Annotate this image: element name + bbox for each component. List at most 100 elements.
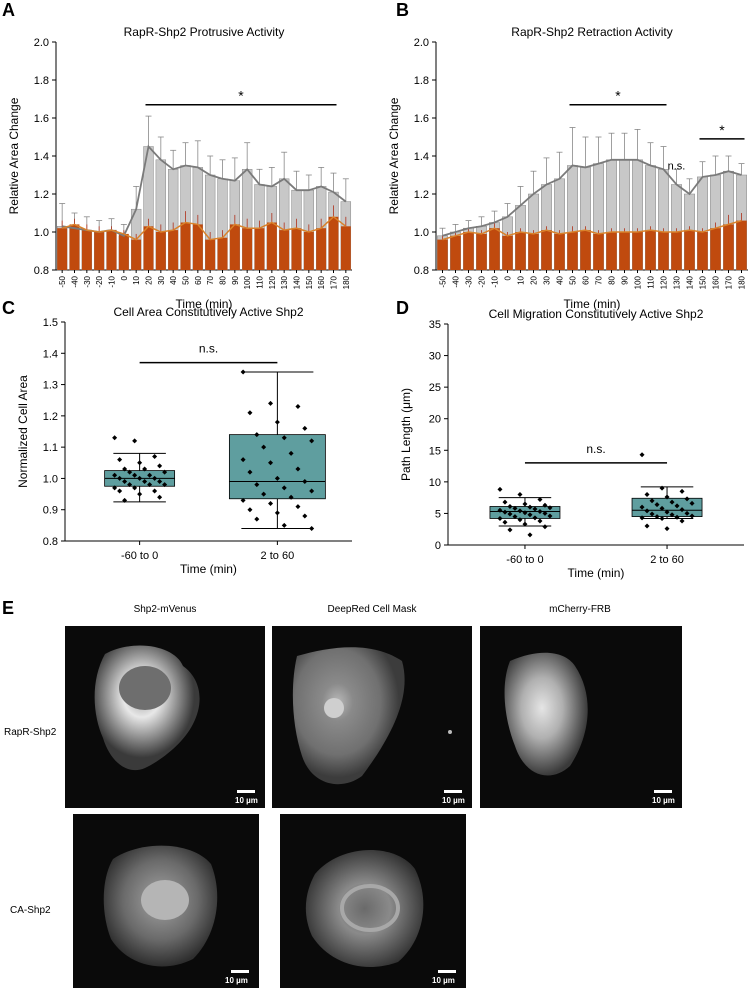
data-point-c (302, 425, 308, 431)
data-point-c (157, 463, 163, 469)
x-tick-label-b: 140 (686, 275, 695, 289)
x-tick-label-b: 150 (699, 275, 708, 289)
x-tick-label-a: 160 (317, 275, 326, 289)
y-tick-label-b: 1.0 (414, 227, 429, 239)
data-point-c (147, 472, 153, 478)
x-tick-label-a: -20 (95, 275, 104, 287)
x-tick-label-a: 0 (120, 275, 129, 280)
y-tick-label-c: 1.4 (43, 348, 58, 360)
bar-orange-b (645, 230, 656, 270)
bar-orange-b (489, 228, 500, 270)
data-point-d (674, 514, 680, 520)
trend-line-gray-a (62, 144, 347, 237)
data-point-d (684, 510, 690, 516)
bar-orange-b (567, 232, 578, 270)
bar-orange-a (131, 239, 142, 270)
data-point-c (309, 525, 315, 531)
bar-orange-b (515, 232, 526, 270)
data-point-c (117, 475, 123, 481)
x-tick-label-a: 20 (145, 275, 154, 284)
significance-label-a: * (238, 88, 244, 104)
y-tick-label-d: 25 (429, 382, 441, 394)
y-axis-label-b: Relative Area Change (387, 97, 401, 214)
y-tick-label-c: 1.5 (43, 317, 58, 329)
bar-orange-a (254, 228, 265, 270)
x-tick-label-a: 50 (182, 275, 191, 284)
data-point-c (302, 513, 308, 519)
x-tick-label-b: 60 (582, 275, 591, 284)
data-point-d (502, 499, 508, 505)
data-point-d (522, 510, 528, 516)
bar-orange-a (205, 239, 216, 270)
bar-orange-a (266, 222, 277, 270)
bar-orange-b (671, 232, 682, 270)
data-point-d (532, 515, 538, 521)
significance-label-b: * (719, 122, 725, 138)
significance-label-d: n.s. (586, 442, 605, 456)
y-axis-label-c: Normalized Cell Area (16, 375, 30, 488)
scale-bar-label: 10 µm (652, 796, 675, 805)
data-point-d (679, 488, 685, 494)
data-point-d (639, 452, 645, 458)
data-point-c (142, 479, 148, 485)
scale-bar (231, 970, 249, 973)
y-tick-label-d: 10 (429, 477, 441, 489)
y-tick-label-d: 35 (429, 319, 441, 331)
bar-orange-b (593, 233, 604, 270)
data-point-c (240, 457, 246, 463)
bar-orange-a (303, 232, 314, 270)
bar-orange-a (69, 224, 80, 270)
y-tick-label-a: 1.4 (34, 151, 49, 163)
x-tick-label-b: 70 (595, 275, 604, 284)
bar-orange-a (192, 224, 203, 270)
x-tick-label-a: 140 (293, 275, 302, 289)
trend-line-orange-a (61, 215, 347, 241)
y-tick-label-d: 20 (429, 414, 441, 426)
data-point-d (507, 511, 513, 517)
panel-letter-e: E (2, 598, 15, 618)
x-tick-label-b: 160 (712, 275, 721, 289)
data-point-c (247, 469, 253, 475)
data-point-c (240, 497, 246, 503)
data-point-d (659, 485, 665, 491)
data-point-c (112, 485, 118, 491)
bar-orange-a (328, 216, 339, 270)
data-point-c (288, 450, 294, 456)
data-point-d (527, 532, 533, 538)
x-axis-label-b: Time (min) (564, 297, 621, 311)
data-point-d (644, 523, 650, 529)
x-tick-label-b: 180 (738, 275, 747, 289)
data-point-c (117, 488, 123, 494)
data-point-c (142, 466, 148, 472)
x-tick-label-a: 30 (157, 275, 166, 284)
data-point-c (254, 482, 260, 488)
x-tick-label-b: 80 (608, 275, 617, 284)
x-tick-label-a: 70 (206, 275, 215, 284)
image-rapr-shp2-deepred: 10 µm (272, 626, 472, 808)
y-tick-label-a: 1.6 (34, 113, 49, 125)
data-point-c (240, 369, 246, 375)
column-title-deepred-cell-mask: DeepRed Cell Mask (327, 604, 417, 615)
data-point-d (537, 497, 543, 503)
data-point-d (512, 514, 518, 520)
data-point-d (527, 512, 533, 518)
data-point-c (247, 507, 253, 513)
data-point-c (281, 485, 287, 491)
data-point-d (689, 500, 695, 506)
x-tick-label-b: -40 (452, 275, 461, 287)
data-point-d (497, 507, 503, 513)
panel-letter-d: D (396, 298, 409, 318)
y-tick-label-a: 1.2 (34, 189, 49, 201)
x-tick-label-b: 50 (569, 275, 578, 284)
bar-orange-b (450, 235, 461, 270)
y-tick-label-a: 1.8 (34, 75, 49, 87)
image-ca-shp2-deepred: 10 µm (280, 814, 466, 988)
data-point-c (288, 494, 294, 500)
data-point-d (679, 507, 685, 513)
bar-orange-b (736, 220, 747, 270)
bar-orange-b (580, 230, 591, 270)
data-point-c (309, 438, 315, 444)
data-point-d (507, 527, 513, 533)
y-tick-label-b: 1.2 (414, 189, 429, 201)
bar-orange-a (94, 232, 105, 270)
